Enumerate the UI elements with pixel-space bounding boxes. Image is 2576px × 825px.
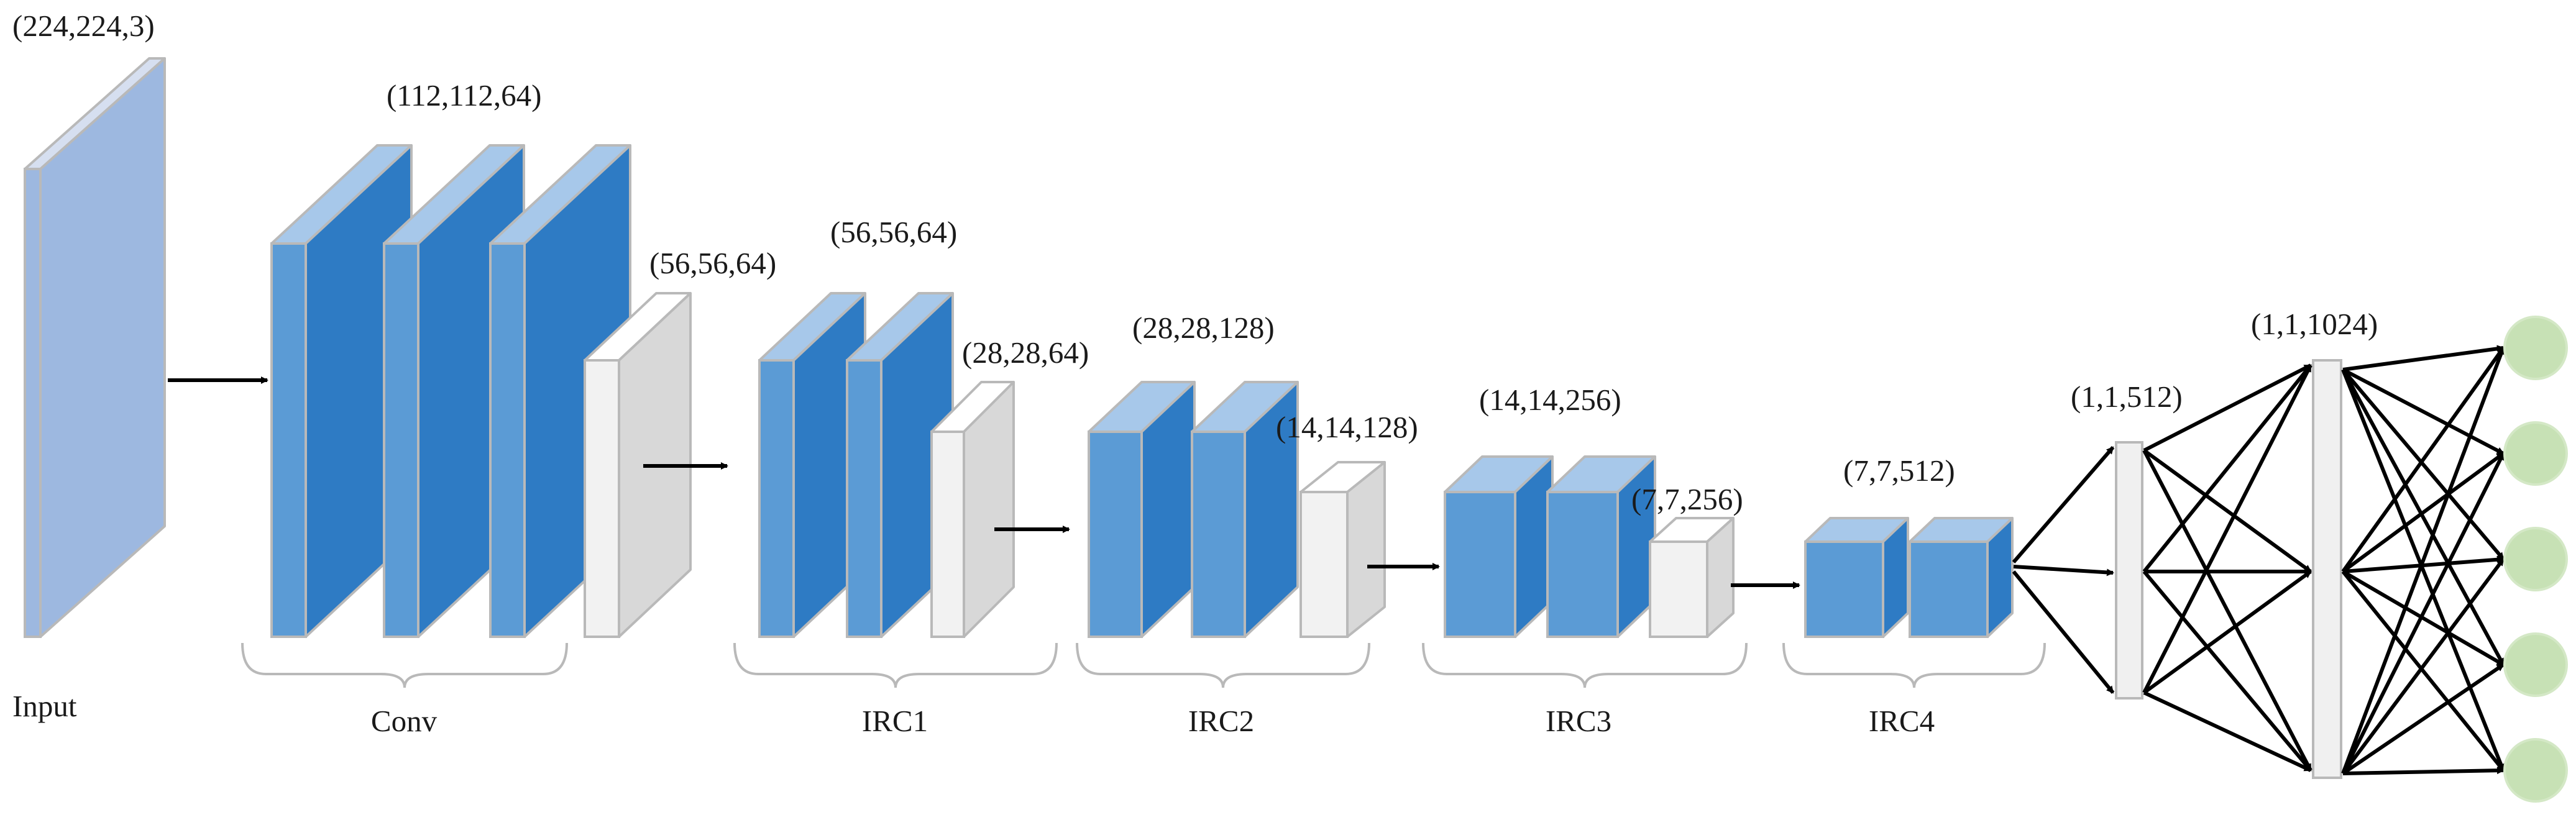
fc-out-link-2-2 (2341, 558, 2505, 775)
conv-dims-label: (112,112,64) (387, 78, 542, 112)
irc2-out-block (1299, 461, 1386, 638)
irc2-out-block-front (1299, 491, 1349, 638)
irc4-block-1-front (1804, 540, 1884, 638)
connections (168, 345, 2505, 775)
irc2-stage-label: IRC2 (1188, 704, 1254, 738)
irc1-out-block (930, 381, 1015, 638)
irc1-dims-label: (56,56,64) (830, 215, 957, 249)
irc4-block-2-front (1909, 540, 1989, 638)
output-node-3 (2503, 527, 2568, 591)
arrow-irc4-fc1-mid (2013, 565, 2114, 577)
pool-dims-label: (56,56,64) (649, 246, 776, 280)
fc-link-2-1 (2143, 570, 2312, 695)
fc-link-1-0 (2142, 364, 2312, 573)
irc3-block-1 (1444, 455, 1554, 638)
fc-link-2-2 (2143, 691, 2312, 772)
irc2-out-block-side (1346, 461, 1386, 638)
fc-link-1-2 (2142, 570, 2312, 772)
irc1-stage-label: IRC1 (862, 704, 928, 738)
fc-out-link-1-3 (2342, 570, 2505, 667)
fc-link-2-0 (2142, 364, 2312, 694)
fc-link-0-1 (2143, 449, 2312, 573)
irc2-dims-label: (28,28,128) (1132, 311, 1275, 345)
fc-out-link-1-1 (2342, 452, 2505, 573)
input-label: Input (12, 689, 77, 723)
fc-out-link-0-2 (2341, 368, 2505, 560)
conv-stage-label: Conv (371, 704, 438, 738)
irc3-block-1-front (1444, 491, 1516, 638)
output-node-4 (2503, 632, 2568, 697)
irc4-stage-label: IRC4 (1869, 704, 1935, 738)
labels: (224,224,3) Input (112,112,64) (56,56,64… (12, 9, 2378, 738)
irc3-block-2 (1546, 455, 1656, 638)
fc-out-link-2-1 (2341, 452, 2505, 775)
irc1-block-2-front (846, 359, 882, 638)
irc3-block-2-front (1546, 491, 1619, 638)
irc2-out-dims-label: (14,14,128) (1276, 410, 1418, 444)
stage-brackets (241, 642, 2046, 688)
irc2-bracket (1076, 642, 1370, 688)
irc2-block-1 (1088, 381, 1196, 638)
conv-block-3-front (489, 242, 526, 638)
fc-out-link-0-0 (2342, 345, 2505, 371)
output-node-1 (2503, 316, 2568, 380)
irc3-out-block (1649, 517, 1735, 638)
irc2-block-2-front (1191, 431, 1246, 638)
conv-block-2-front (383, 242, 419, 638)
input-block-front (24, 168, 42, 638)
irc2-block-1-front (1088, 431, 1143, 638)
irc2-block-2 (1191, 381, 1299, 638)
irc4-block-1 (1804, 517, 1909, 638)
output-node-5 (2503, 738, 2568, 803)
irc3-stage-label: IRC3 (1546, 704, 1611, 738)
fc-link-0-2 (2142, 449, 2312, 772)
fc-out-link-0-4 (2341, 368, 2505, 772)
conv-block-1-front (270, 242, 307, 638)
pool-block-front (584, 359, 620, 638)
arrow-irc4-fc1-bot (2012, 570, 2115, 694)
input-dims-label: (224,224,3) (12, 9, 155, 43)
fc-link-0-0 (2143, 363, 2312, 452)
arrow-irc4-fc1-top (2012, 446, 2115, 563)
irc3-out-block-front (1649, 540, 1708, 638)
fc-out-link-2-4 (2342, 767, 2505, 775)
irc1-out-block-front (930, 431, 965, 638)
irc1-out-dims-label: (28,28,64) (962, 335, 1089, 370)
fc2-layer (2312, 359, 2342, 779)
conv-block-1 (270, 144, 413, 638)
fc-out-link-2-0 (2341, 347, 2505, 775)
irc4-block-2 (1909, 517, 2014, 638)
fc-out-link-0-3 (2341, 368, 2505, 666)
output-nodes (2503, 316, 2568, 803)
fc-out-link-2-3 (2342, 663, 2505, 775)
fc2-dims-label: (1,1,1024) (2251, 307, 2378, 341)
layer-blocks (24, 57, 2342, 779)
irc1-block-1-front (758, 359, 795, 638)
irc3-dims-label: (14,14,256) (1479, 383, 1621, 417)
irc1-bracket (733, 642, 1058, 688)
fc1-dims-label: (1,1,512) (2071, 380, 2183, 414)
fc1-layer (2115, 441, 2143, 700)
fc-out-link-1-4 (2341, 570, 2505, 772)
input-block (24, 57, 166, 638)
irc4-dims-label: (7,7,512) (1843, 454, 1955, 488)
fc-out-link-1-0 (2341, 347, 2505, 573)
irc3-out-dims-label: (7,7,256) (1631, 482, 1743, 516)
fc-out-link-0-1 (2342, 368, 2505, 455)
irc3-bracket (1422, 642, 1748, 688)
output-node-2 (2503, 421, 2568, 486)
conv-bracket (241, 642, 568, 688)
irc4-bracket (1782, 642, 2046, 688)
